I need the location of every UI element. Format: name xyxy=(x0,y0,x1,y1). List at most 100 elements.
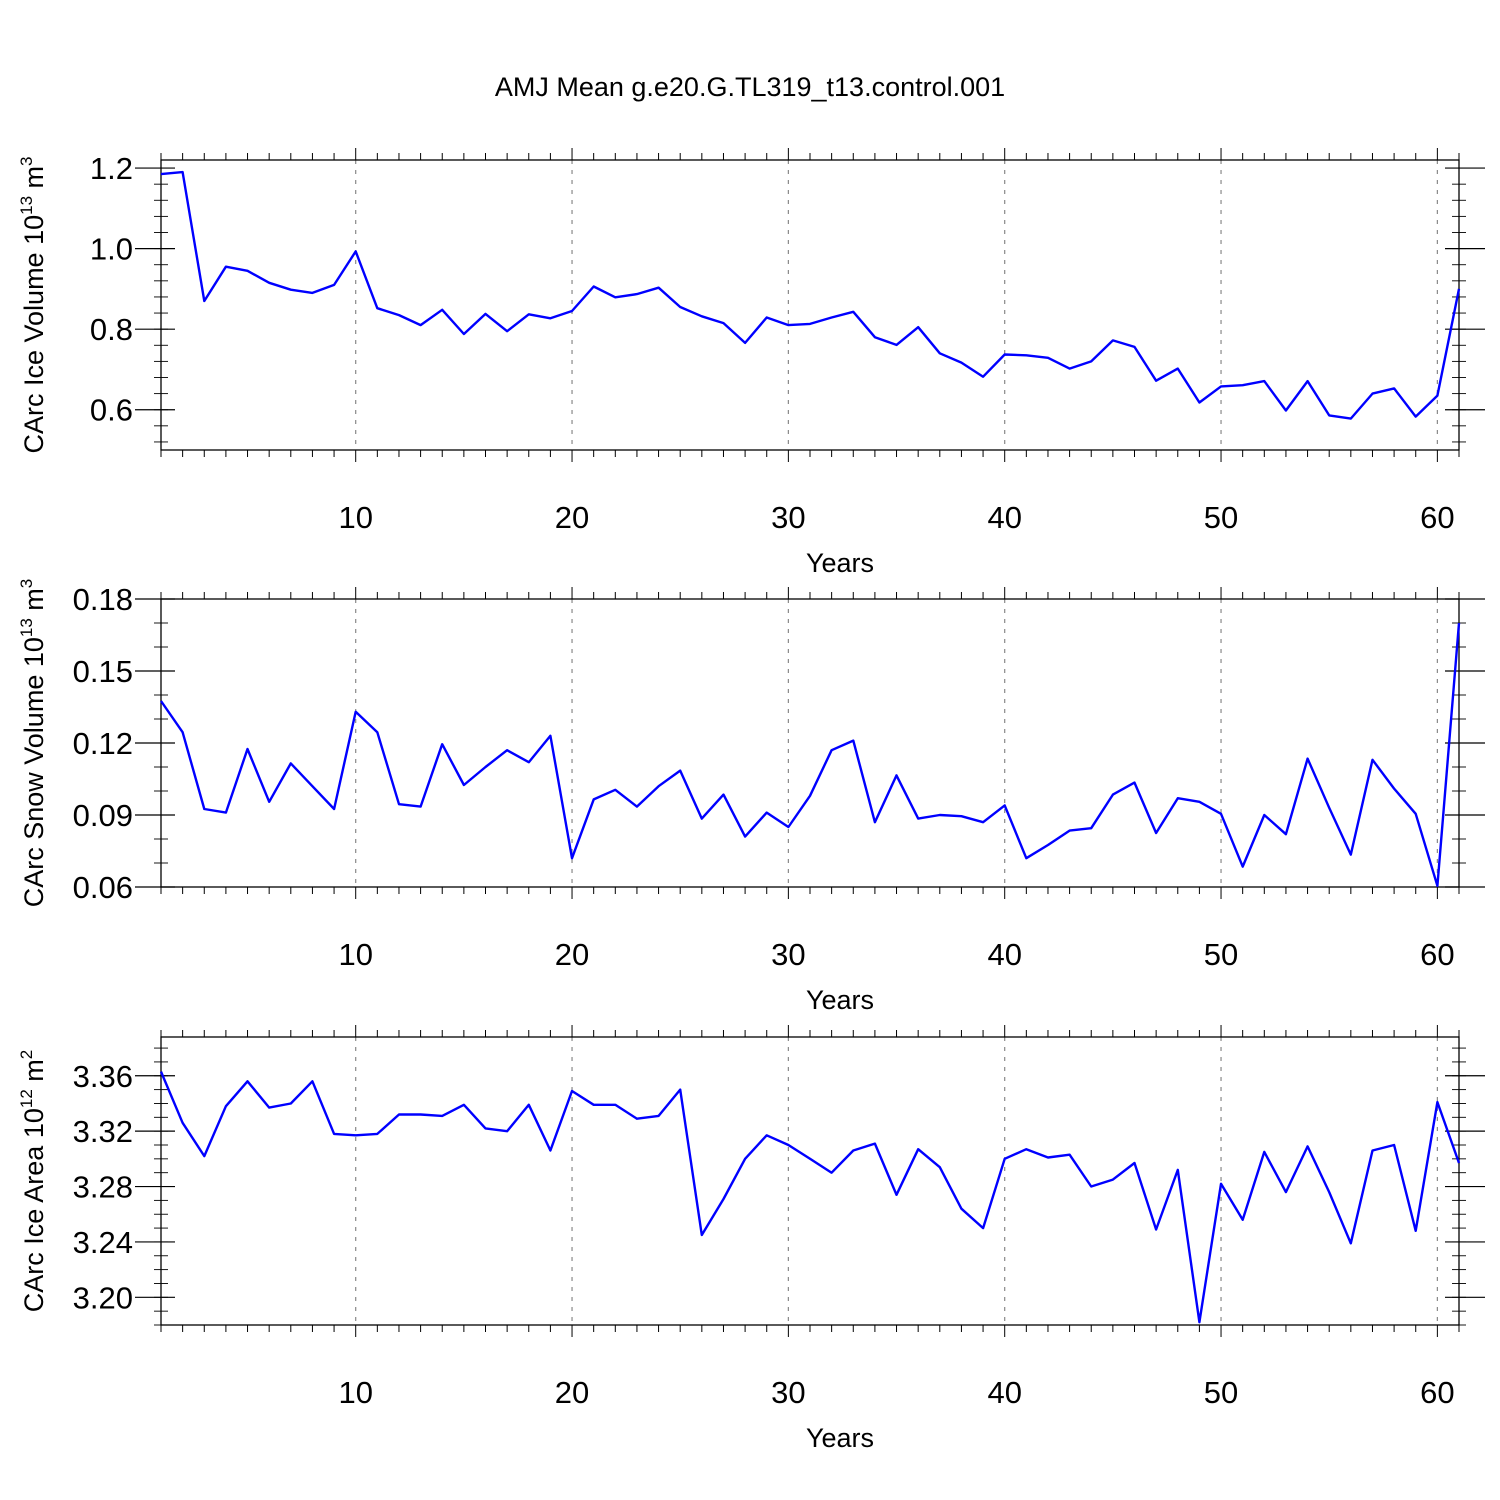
data-point xyxy=(982,375,984,377)
data-point xyxy=(1458,288,1460,290)
data-point xyxy=(203,1155,205,1157)
data-point xyxy=(398,1113,400,1115)
data-point xyxy=(701,1234,703,1236)
data-point xyxy=(809,795,811,797)
x-axis-label: Years xyxy=(806,1423,874,1453)
data-point xyxy=(636,805,638,807)
data-point xyxy=(246,1080,248,1082)
data-point xyxy=(722,1198,724,1200)
y-tick-label: 0.15 xyxy=(73,654,133,689)
data-point xyxy=(917,326,919,328)
data-point xyxy=(268,801,270,803)
data-point xyxy=(766,316,768,318)
data-point xyxy=(571,857,573,859)
data-point xyxy=(203,808,205,810)
data-point xyxy=(246,270,248,272)
data-point xyxy=(441,1115,443,1117)
data-point xyxy=(960,1207,962,1209)
y-tick-label: 0.8 xyxy=(90,312,133,347)
data-point xyxy=(1350,1242,1352,1244)
data-point xyxy=(549,317,551,319)
y-tick-label: 0.06 xyxy=(73,870,133,905)
data-point xyxy=(506,749,508,751)
data-point xyxy=(268,1106,270,1108)
panel-1: 0.6 0.8 1.0 1.2 10 20 30 40 50 60 Years CArc Ice Vo… xyxy=(17,148,1485,578)
data-point xyxy=(419,1113,421,1115)
data-point xyxy=(1371,1149,1373,1151)
x-tick-label: 20 xyxy=(555,500,589,535)
data-point xyxy=(398,314,400,316)
data-point xyxy=(376,1133,378,1135)
data-point xyxy=(311,292,313,294)
data-point xyxy=(1177,797,1179,799)
data-point xyxy=(333,1133,335,1135)
data-point xyxy=(571,310,573,312)
data-point xyxy=(1415,1230,1417,1232)
data-point xyxy=(181,731,183,733)
data-point xyxy=(1025,1148,1027,1150)
data-point xyxy=(917,1148,919,1150)
x-tick-label: 60 xyxy=(1420,1375,1454,1410)
data-point xyxy=(311,785,313,787)
x-tick-label: 60 xyxy=(1420,500,1454,535)
data-point xyxy=(506,330,508,332)
data-point xyxy=(1068,367,1070,369)
data-point xyxy=(787,826,789,828)
data-point xyxy=(1047,844,1049,846)
panel-2: 0.06 0.09 0.12 0.15 0.18 10 20 30 40 50 60 Years CAr… xyxy=(17,579,1485,1015)
data-point xyxy=(355,250,357,252)
data-point xyxy=(1112,339,1114,341)
data-point xyxy=(160,1070,162,1072)
data-point xyxy=(1025,857,1027,859)
data-point xyxy=(592,798,594,800)
data-point xyxy=(1112,793,1114,795)
data-point xyxy=(592,285,594,287)
data-point xyxy=(1458,622,1460,624)
data-point xyxy=(1133,781,1135,783)
data-point xyxy=(441,309,443,311)
y-tick-label: 3.20 xyxy=(73,1280,133,1315)
data-point xyxy=(1177,367,1179,369)
data-point xyxy=(268,282,270,284)
data-point xyxy=(895,774,897,776)
x-tick-label: 30 xyxy=(771,937,805,972)
y-tick-label: 0.18 xyxy=(73,582,133,617)
data-point xyxy=(1328,807,1330,809)
data-point xyxy=(528,761,530,763)
data-point xyxy=(419,324,421,326)
data-point xyxy=(874,1142,876,1144)
data-point xyxy=(1393,1144,1395,1146)
x-tick-label: 10 xyxy=(338,1375,372,1410)
x-tick-label: 10 xyxy=(338,500,372,535)
data-point xyxy=(181,1122,183,1124)
data-point xyxy=(1090,360,1092,362)
data-point xyxy=(1285,833,1287,835)
series-line xyxy=(160,622,1461,887)
x-axis-label: Years xyxy=(806,985,874,1015)
y-tick-label: 1.0 xyxy=(90,232,133,267)
data-point xyxy=(1198,1321,1200,1323)
data-point xyxy=(657,286,659,288)
x-tick-label: 20 xyxy=(555,937,589,972)
data-point xyxy=(160,700,162,702)
data-point xyxy=(1133,346,1135,348)
data-point xyxy=(441,743,443,745)
series-line xyxy=(160,170,1461,420)
series-line xyxy=(159,1071,1461,1324)
data-point xyxy=(290,762,292,764)
x-tick-label: 40 xyxy=(987,937,1021,972)
data-point xyxy=(1393,787,1395,789)
data-point xyxy=(355,711,357,713)
x-tick-label: 40 xyxy=(987,1375,1021,1410)
data-point xyxy=(982,821,984,823)
data-point xyxy=(528,313,530,315)
data-point xyxy=(1068,829,1070,831)
data-point xyxy=(1328,1191,1330,1193)
x-tick-label: 50 xyxy=(1204,937,1238,972)
data-point xyxy=(679,1088,681,1090)
data-point xyxy=(874,821,876,823)
y-tick-label: 3.24 xyxy=(73,1225,133,1260)
data-point xyxy=(1155,1228,1157,1230)
data-point xyxy=(744,1158,746,1160)
data-point xyxy=(852,311,854,313)
